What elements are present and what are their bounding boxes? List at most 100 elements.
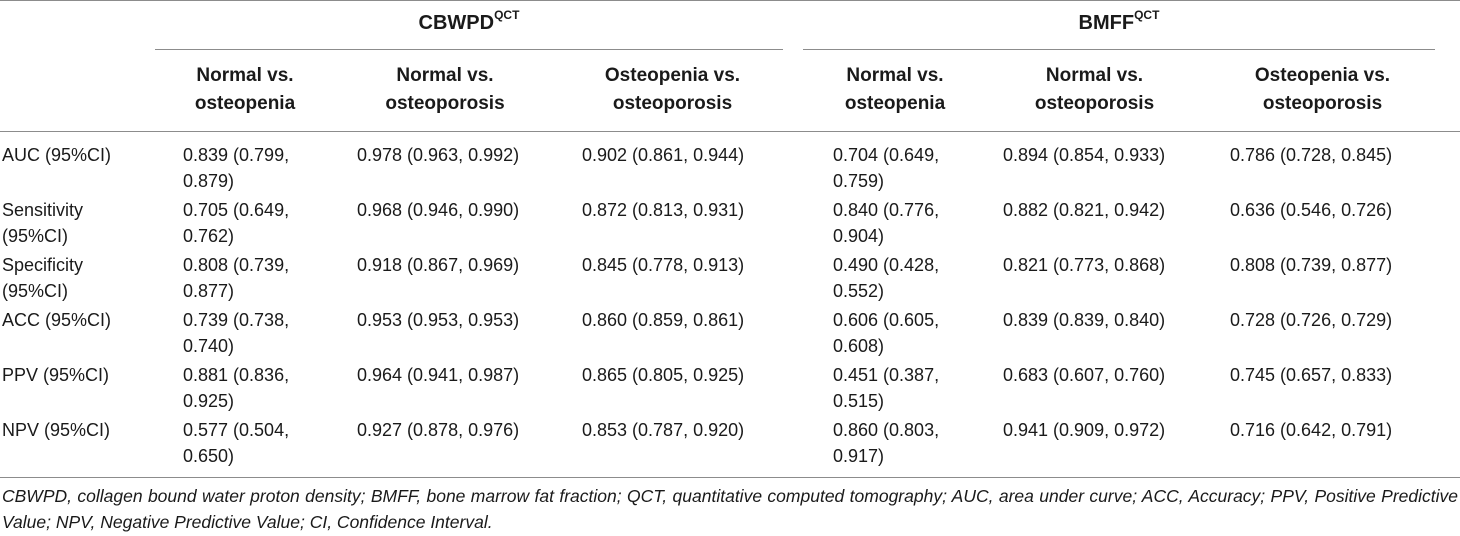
bottom-rule (0, 477, 1460, 478)
table-cell-line: 0.879) (183, 171, 235, 191)
table-cell-line: 0.860 (0.859, 0.861) (582, 310, 745, 330)
column-header: Osteopenia vs. osteoporosis (1215, 62, 1430, 118)
table-cell-line: 0.845 (0.778, 0.913) (582, 255, 745, 275)
column-header-line: Normal vs. (396, 65, 494, 86)
group-rule-cbwpd (155, 49, 783, 50)
table-cell-line: 0.705 (0.649, (183, 200, 290, 220)
table-cell-line: 0.917) (833, 446, 885, 466)
column-header-line: osteopenia (844, 93, 946, 114)
table-cell-line: 0.941 (0.909, 0.972) (1003, 420, 1166, 440)
table-cell-line: 0.808 (0.739, 0.877) (1230, 255, 1393, 275)
table-cell: 0.941 (0.909, 0.972) (1003, 417, 1165, 443)
table-cell: 0.853 (0.787, 0.920) (582, 417, 744, 443)
table-cell: 0.745 (0.657, 0.833) (1230, 362, 1392, 388)
table-cell-line: 0.683 (0.607, 0.760) (1003, 365, 1166, 385)
group-header-bmff: BMFFQCT (803, 8, 1435, 36)
table-cell: 0.705 (0.649, 0.762) (183, 197, 289, 249)
table-cell-line: 0.821 (0.773, 0.868) (1003, 255, 1166, 275)
table-cell-line: 0.968 (0.946, 0.990) (357, 200, 520, 220)
table-footnote: CBWPD, collagen bound water proton densi… (2, 486, 1458, 532)
table-cell-line: 0.904) (833, 226, 885, 246)
table-cell: 0.786 (0.728, 0.845) (1230, 142, 1392, 168)
table-cell-line: 0.839 (0.839, 0.840) (1003, 310, 1166, 330)
table-cell: 0.704 (0.649, 0.759) (833, 142, 939, 194)
table-cell: 0.808 (0.739, 0.877) (1230, 252, 1392, 278)
table-cell-line: 0.786 (0.728, 0.845) (1230, 145, 1393, 165)
row-label-line: NPV (95%CI) (2, 420, 111, 440)
table-cell-line: 0.739 (0.738, (183, 310, 290, 330)
row-label-line: AUC (95%CI) (2, 145, 112, 165)
table-cell: 0.839 (0.839, 0.840) (1003, 307, 1165, 333)
column-header-line: osteoporosis (612, 93, 733, 114)
table-cell: 0.953 (0.953, 0.953) (357, 307, 519, 333)
row-label-line: Sensitivity (2, 200, 84, 220)
table-cell-line: 0.925) (183, 391, 235, 411)
group-header-cbwpd: CBWPDQCT (155, 8, 783, 36)
table-cell: 0.845 (0.778, 0.913) (582, 252, 744, 278)
table-cell-line: 0.704 (0.649, (833, 145, 940, 165)
column-header-line: Normal vs. (1045, 65, 1144, 86)
table-cell-line: 0.865 (0.805, 0.925) (582, 365, 745, 385)
table-cell-line: 0.918 (0.867, 0.969) (357, 255, 520, 275)
row-label: Sensitivity (95%CI) (2, 197, 152, 249)
table-cell-line: 0.808 (0.739, (183, 255, 290, 275)
table-cell-line: 0.881 (0.836, (183, 365, 290, 385)
table-cell: 0.894 (0.854, 0.933) (1003, 142, 1165, 168)
table-cell: 0.881 (0.836, 0.925) (183, 362, 289, 414)
table-cell-line: 0.451 (0.387, (833, 365, 940, 385)
table-cell-line: 0.872 (0.813, 0.931) (582, 200, 745, 220)
table-cell: 0.860 (0.859, 0.861) (582, 307, 744, 333)
table-cell: 0.927 (0.878, 0.976) (357, 417, 519, 443)
column-header: Normal vs. osteopenia (800, 62, 990, 118)
column-header-line: Normal vs. (196, 65, 294, 86)
group-superscript: QCT (494, 8, 520, 23)
row-label: ACC (95%CI) (2, 307, 152, 333)
column-header-line: osteoporosis (1034, 93, 1155, 114)
row-label-line: PPV (95%CI) (2, 365, 110, 385)
column-header-line: Osteopenia vs. (1254, 65, 1391, 86)
table-cell: 0.839 (0.799, 0.879) (183, 142, 289, 194)
table-cell-line: 0.978 (0.963, 0.992) (357, 145, 520, 165)
table-cell: 0.636 (0.546, 0.726) (1230, 197, 1392, 223)
table-cell: 0.728 (0.726, 0.729) (1230, 307, 1392, 333)
table-cell: 0.739 (0.738, 0.740) (183, 307, 289, 359)
table-cell-line: 0.894 (0.854, 0.933) (1003, 145, 1166, 165)
table-cell: 0.716 (0.642, 0.791) (1230, 417, 1392, 443)
table-cell: 0.821 (0.773, 0.868) (1003, 252, 1165, 278)
table-cell: 0.964 (0.941, 0.987) (357, 362, 519, 388)
table-cell: 0.860 (0.803, 0.917) (833, 417, 939, 469)
table-cell-line: 0.650) (183, 446, 235, 466)
table-cell: 0.882 (0.821, 0.942) (1003, 197, 1165, 223)
group-name: CBWPD (418, 12, 495, 34)
column-header-line: osteoporosis (1262, 93, 1383, 114)
row-label-line: (95%CI) (2, 281, 69, 301)
group-rule-bmff (803, 49, 1435, 50)
table-cell: 0.490 (0.428, 0.552) (833, 252, 939, 304)
table-cell-line: 0.636 (0.546, 0.726) (1230, 200, 1393, 220)
column-header-line: Osteopenia vs. (604, 65, 741, 86)
row-label: NPV (95%CI) (2, 417, 152, 443)
row-label: AUC (95%CI) (2, 142, 152, 168)
column-header-line: osteopenia (194, 93, 296, 114)
table-cell-line: 0.716 (0.642, 0.791) (1230, 420, 1393, 440)
column-header: Normal vs. osteoporosis (345, 62, 545, 118)
table-cell-line: 0.927 (0.878, 0.976) (357, 420, 520, 440)
group-superscript: QCT (1134, 8, 1160, 23)
table-cell-line: 0.740) (183, 336, 235, 356)
table-cell: 0.683 (0.607, 0.760) (1003, 362, 1165, 388)
column-header-line: osteoporosis (385, 93, 505, 114)
column-header: Normal vs. osteoporosis (992, 62, 1197, 118)
table-cell-line: 0.606 (0.605, (833, 310, 940, 330)
table-cell-line: 0.759) (833, 171, 885, 191)
top-rule (0, 0, 1460, 1)
table-cell: 0.918 (0.867, 0.969) (357, 252, 519, 278)
table-cell-line: 0.839 (0.799, (183, 145, 290, 165)
table-cell-line: 0.745 (0.657, 0.833) (1230, 365, 1393, 385)
table-cell-line: 0.964 (0.941, 0.987) (357, 365, 520, 385)
table-cell-line: 0.490 (0.428, (833, 255, 940, 275)
table-cell-line: 0.515) (833, 391, 885, 411)
row-label-line: Specificity (2, 255, 84, 275)
table-cell-line: 0.552) (833, 281, 885, 301)
table-cell-line: 0.608) (833, 336, 885, 356)
table-cell: 0.606 (0.605, 0.608) (833, 307, 939, 359)
